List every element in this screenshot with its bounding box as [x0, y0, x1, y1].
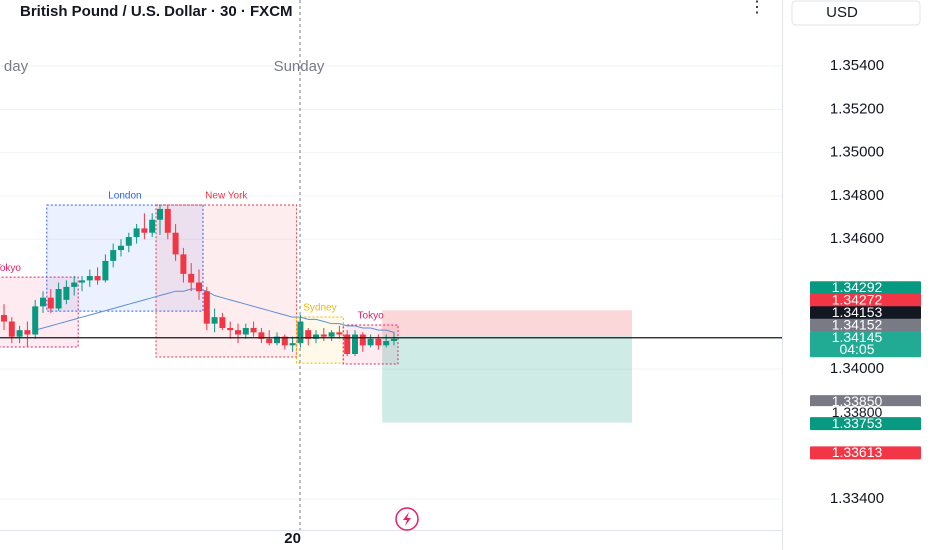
candle-body	[196, 282, 202, 292]
price-tag-label: 1.33753	[832, 415, 883, 431]
session-label: New York	[205, 191, 248, 202]
price-tag	[810, 306, 921, 320]
candle-body	[1, 315, 7, 322]
candle-body	[203, 291, 210, 324]
day-label: Sunday	[274, 58, 325, 75]
chart-title: British Pound / U.S. Dollar · 30 · FXCM	[20, 3, 293, 20]
candle-body	[266, 338, 273, 344]
candle-body	[320, 334, 327, 337]
candle-body	[180, 254, 187, 274]
moving-average	[35, 288, 395, 333]
session-box	[46, 204, 204, 312]
stop-zone	[382, 310, 632, 337]
menu-icon[interactable]: ⋮	[749, 0, 765, 16]
candle-body	[63, 286, 70, 300]
candle-body	[281, 336, 288, 346]
candle-body	[24, 330, 31, 335]
price-tag-label: 1.34272	[832, 291, 883, 307]
candle-body	[86, 276, 93, 281]
candle-body	[352, 334, 358, 354]
price-tag-label: 1.34145	[832, 329, 883, 345]
x-tick-label: 20	[284, 530, 301, 547]
candle-body	[313, 334, 319, 339]
candle-body	[211, 317, 218, 324]
price-tag	[810, 446, 921, 460]
price-tag-label: 1.33800	[832, 404, 883, 420]
price-tag	[810, 395, 921, 409]
candle-body	[305, 330, 312, 339]
candle-body	[141, 228, 148, 233]
price-tag-label: 1.34292	[832, 279, 883, 295]
candle-body	[328, 332, 335, 337]
candle-body	[32, 306, 39, 335]
session-box	[295, 316, 344, 364]
price-tag-label: 1.34152	[832, 316, 883, 332]
candle-body	[336, 332, 343, 335]
y-tick-label: 1.35400	[830, 57, 884, 74]
candle-body	[375, 338, 382, 346]
price-tag	[810, 331, 921, 358]
candle-body	[133, 228, 140, 238]
candle-body	[16, 330, 23, 337]
price-tag-label: 1.34153	[832, 304, 883, 320]
candle-body	[219, 317, 226, 329]
countdown-label: 04:05	[839, 341, 874, 357]
price-axis: 1.35400 1.35200 1.35000 1.34800 1.34600 1.340…	[810, 57, 921, 507]
candle-body	[164, 208, 171, 233]
candle-body	[188, 273, 195, 283]
session-label: Sydney	[303, 303, 336, 314]
candle-body	[110, 250, 117, 261]
candle-body	[40, 297, 46, 307]
currency-label: USD	[826, 4, 858, 21]
y-tick-label: 1.35000	[830, 144, 884, 161]
candle-body	[157, 208, 163, 220]
session-label: Tokyo	[358, 311, 385, 322]
session-label: Tokyo	[0, 263, 21, 274]
y-tick-label: 1.35200	[830, 100, 884, 117]
candle-body	[383, 340, 390, 346]
candle-body	[367, 338, 374, 346]
candle-body	[94, 276, 101, 281]
price-tag	[810, 417, 921, 431]
candle-body	[71, 282, 78, 287]
currency-button[interactable]	[791, 0, 921, 26]
price-tag	[810, 318, 921, 332]
price-tag	[810, 281, 921, 295]
candle-body	[172, 232, 179, 255]
candle-body	[274, 336, 280, 344]
session-box	[155, 204, 298, 358]
y-tick-label: 1.34000	[830, 360, 884, 377]
price-tag	[810, 406, 921, 420]
candle-body	[258, 332, 265, 339]
y-tick-label: 1.34600	[830, 230, 884, 247]
candle-body	[344, 334, 351, 354]
target-zone	[382, 336, 632, 423]
price-tag-label: 1.33850	[832, 393, 883, 409]
session-label: London	[108, 191, 141, 202]
candle-body	[242, 328, 249, 335]
price-tag-label: 1.33613	[832, 444, 883, 460]
candle-body	[391, 338, 397, 341]
alert-icon[interactable]	[395, 507, 419, 531]
candle-body	[47, 297, 54, 309]
candle-body	[102, 260, 109, 281]
candle-body	[79, 280, 85, 283]
candle-body	[235, 330, 241, 335]
y-tick-label: 1.34800	[830, 187, 884, 204]
candle-body	[227, 328, 234, 331]
price-tag	[810, 293, 921, 307]
candle-body	[118, 245, 124, 251]
y-tick-label: 1.33400	[830, 490, 884, 507]
candle-body	[250, 328, 257, 333]
candle-body	[149, 219, 156, 233]
candle-body	[8, 321, 15, 337]
candle-body	[125, 237, 132, 246]
candle-body	[55, 289, 62, 309]
candle-body	[359, 334, 366, 346]
candle-body	[289, 343, 296, 346]
day-label: day	[4, 58, 29, 75]
plot-area: Tokyo London New York Sydney Tokyo	[0, 65, 782, 500]
